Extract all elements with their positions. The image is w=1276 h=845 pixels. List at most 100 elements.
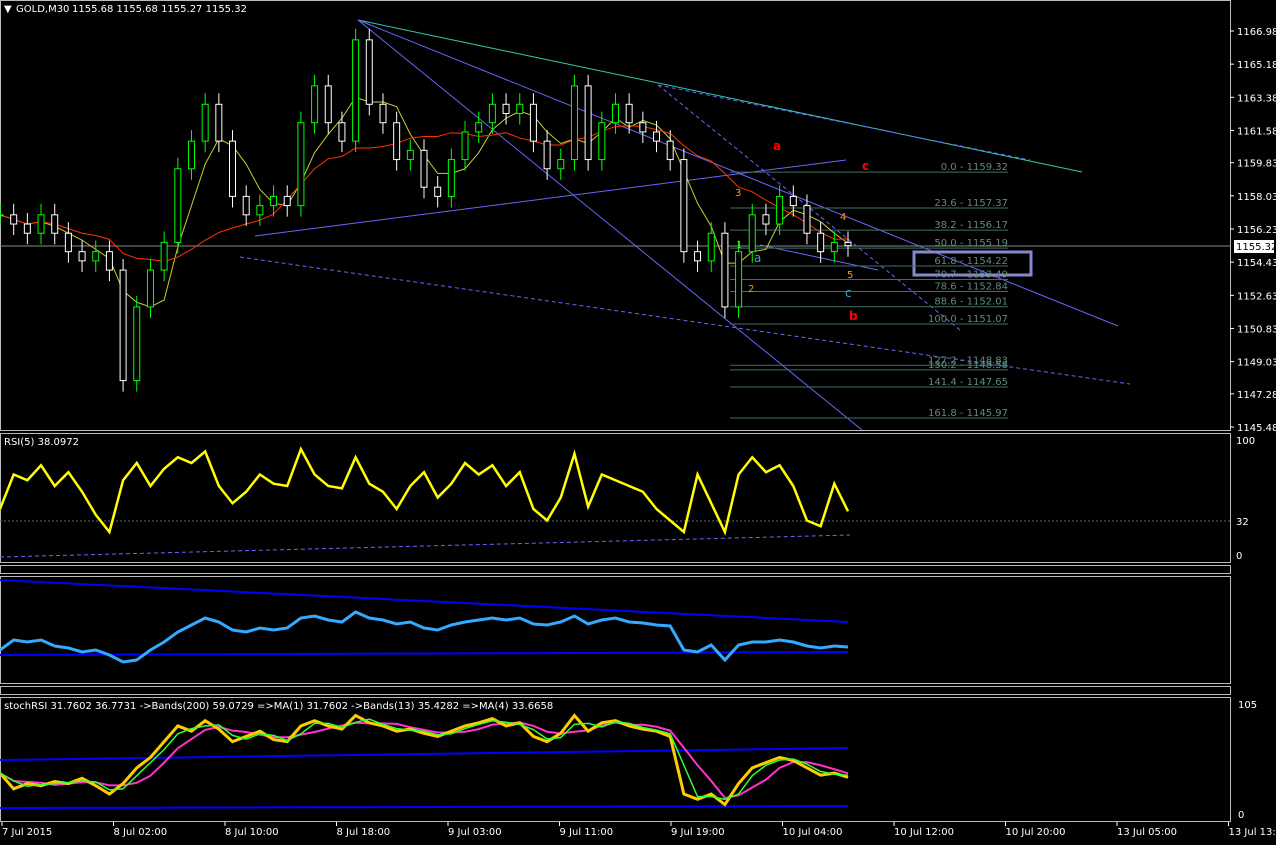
main-pane[interactable] [0,0,1231,431]
candle [119,269,127,382]
rsi-tick-0: 0 [1236,551,1242,562]
candle [776,195,784,225]
price-tick-label: 1156.23 [1237,225,1276,236]
candle [352,39,360,142]
fib-level-label: 88.6 - 1152.01 [934,297,1008,308]
fib-level-label: 23.6 - 1157.37 [934,198,1008,209]
candle [229,140,237,197]
candle [557,159,565,170]
candle [584,85,592,161]
candle [420,149,428,188]
candle [23,223,31,234]
price-tick-label: 1150.83 [1237,324,1276,335]
fib-level-label: 38.2 - 1156.17 [934,220,1008,231]
upper-band [0,579,849,623]
time-tick-label: 8 Jul 10:00 [225,827,279,838]
stoch-lower-band [0,805,849,809]
candle [748,214,756,253]
fibonacci-retracement[interactable]: 0.0 - 1159.32 23.6 - 1157.37 38.2 - 1156.1… [730,162,1008,419]
wave-label-2: 2 [748,284,754,295]
time-tick-label: 9 Jul 11:00 [560,827,614,838]
candle [283,195,291,207]
candle [844,241,852,247]
candle [543,140,551,170]
stochrsi-signal-line [0,718,849,801]
moving-averages [0,96,849,308]
price-tick-label: 1159.83 [1237,159,1276,170]
price-tick-label: 1154.43 [1237,258,1276,269]
time-tick-label: 10 Jul 04:00 [783,827,843,838]
time-tick-label: 9 Jul 19:00 [671,827,725,838]
wave-label-b: b [849,309,858,323]
rsi-pane[interactable] [0,433,1231,563]
time-tick-label: 13 Jul 05:00 [1117,827,1177,838]
fib-level-label: 100.0 - 1151.07 [928,314,1008,325]
stochrsi-ma-line [0,721,849,800]
candle [201,103,209,142]
candle [133,306,141,382]
candle [516,103,524,115]
wave-label-3: 3 [735,188,741,199]
candle [406,149,414,161]
highlight-box[interactable] [912,250,1033,277]
chart-header-symbol: GOLD,M30 [16,4,69,15]
time-tick-label: 10 Jul 20:00 [1006,827,1066,838]
price-axis[interactable]: 1166.98 1165.18 1163.38 1161.58 1159.83 1158.… [1230,27,1276,434]
wave-label-c: c [862,159,869,173]
stochrsi-title: stochRSI 31.7602 36.7731 ->Bands(200) 59… [4,701,553,712]
rsi-line [0,446,850,536]
stochrsi-pane[interactable] [0,697,1231,822]
candle [338,122,346,142]
fib-level-label: 0.0 - 1159.32 [941,162,1008,173]
trend-lines[interactable] [0,19,1230,431]
candle [215,103,223,142]
rsi-tick-32: 32 [1236,517,1249,528]
candle [434,186,442,197]
separator[interactable] [0,686,1231,695]
candle [379,103,387,124]
candle [270,195,278,207]
time-tick-label: 8 Jul 18:00 [337,827,391,838]
candle [694,251,702,262]
indicator-line [0,610,849,664]
candle [639,122,647,133]
candle [625,103,633,124]
candle [51,214,59,234]
wave-label-c-minor: c [845,286,852,300]
separator[interactable] [0,565,1231,574]
price-tick-label: 1145.48 [1237,423,1276,434]
candle [64,232,72,253]
time-tick-label: 8 Jul 02:00 [114,827,168,838]
time-axis[interactable]: 7 Jul 2015 8 Jul 02:00 8 Jul 10:00 8 Jul 18… [1,822,1276,838]
fib-level-label: 141.4 - 1147.65 [928,377,1008,388]
candle [611,103,619,124]
candle [502,103,510,115]
time-tick-label: 7 Jul 2015 [2,827,52,838]
wave-label-a: a [773,139,781,153]
candle [256,205,264,216]
candle [160,241,168,271]
wave-label-a-minor: a [754,251,761,265]
wave-labels: a c b a c 1 2 3 4 5 [735,139,869,323]
symbol-menu-icon[interactable]: ▼ [4,4,12,15]
stoch-tick-105: 105 [1238,700,1257,711]
stochrsi-line [0,713,849,807]
candle [187,140,195,170]
candle [324,85,332,124]
candle [762,214,770,225]
candle [735,251,743,308]
fib-level-label: 161.8 - 1145.97 [928,408,1008,419]
candle [297,122,305,207]
candle [666,140,674,161]
candle [105,251,113,271]
indicator-pane[interactable] [0,576,1231,684]
lower-band [0,651,849,656]
candle [680,159,688,253]
fast-ma-line [0,96,849,308]
time-tick-label: 13 Jul 13:00 [1229,827,1276,838]
candle [817,232,825,253]
price-tick-label: 1149.03 [1237,358,1276,369]
candle [0,214,4,217]
price-tick-label: 1165.18 [1237,60,1276,71]
